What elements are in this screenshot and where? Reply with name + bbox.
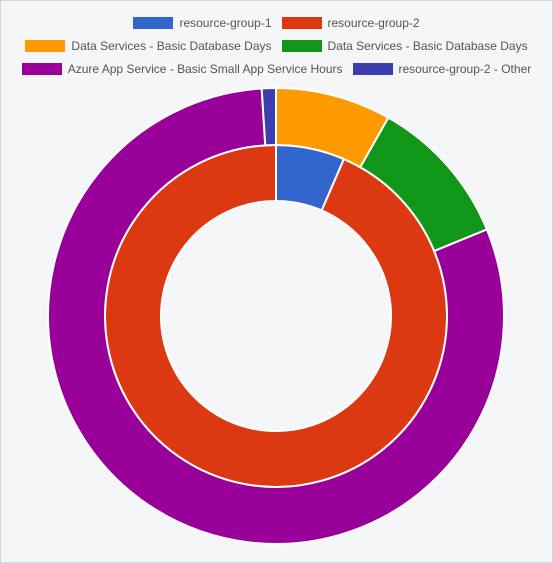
legend-item-data-services-green[interactable]: Data Services - Basic Database Days	[281, 39, 528, 53]
legend-swatch	[352, 63, 393, 75]
legend-item-data-services-orange[interactable]: Data Services - Basic Database Days	[25, 39, 272, 53]
outer-ring-slice-3[interactable]	[260, 86, 277, 147]
legend-label: Azure App Service - Basic Small App Serv…	[67, 62, 343, 76]
legend-label: resource-group-2	[327, 16, 420, 30]
outer-ring-slice-2[interactable]	[47, 87, 505, 545]
legend-item-resource-group-2-other[interactable]: resource-group-2 - Other	[352, 62, 532, 76]
legend-label: resource-group-1	[179, 16, 272, 30]
legend-row-3: Azure App Service - Basic Small App Serv…	[0, 60, 553, 78]
legend-item-resource-group-2[interactable]: resource-group-2	[281, 16, 420, 30]
legend-swatch	[133, 17, 174, 29]
legend-row-2: Data Services - Basic Database Days Data…	[0, 37, 553, 55]
legend-swatch	[281, 17, 322, 29]
inner-ring-slice-1[interactable]	[104, 143, 448, 488]
legend-swatch	[21, 63, 62, 75]
legend-item-azure-app-service[interactable]: Azure App Service - Basic Small App Serv…	[21, 62, 343, 76]
legend-swatch	[25, 40, 66, 52]
legend-label: resource-group-2 - Other	[398, 62, 532, 76]
legend-row-1: resource-group-1 resource-group-2	[0, 14, 553, 32]
legend-label: Data Services - Basic Database Days	[327, 39, 528, 53]
legend-item-resource-group-1[interactable]: resource-group-1	[133, 16, 272, 30]
legend-label: Data Services - Basic Database Days	[71, 39, 272, 53]
legend-swatch	[281, 40, 322, 52]
